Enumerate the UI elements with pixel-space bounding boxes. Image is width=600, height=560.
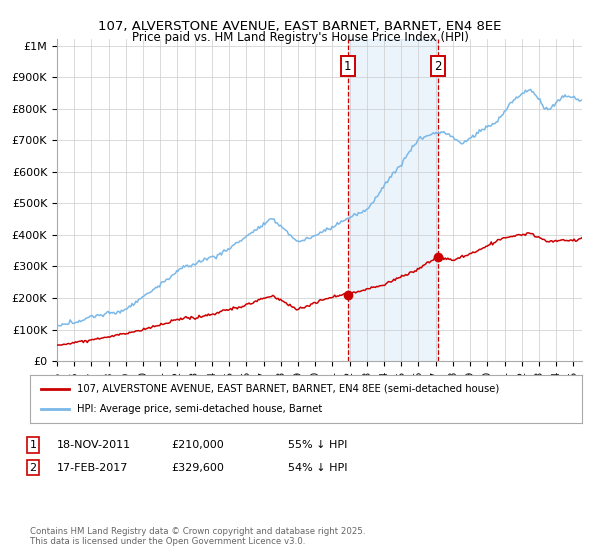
Text: 107, ALVERSTONE AVENUE, EAST BARNET, BARNET, EN4 8EE (semi-detached house): 107, ALVERSTONE AVENUE, EAST BARNET, BAR… — [77, 384, 499, 394]
Text: 1: 1 — [29, 440, 37, 450]
Text: £329,600: £329,600 — [171, 463, 224, 473]
Text: 54% ↓ HPI: 54% ↓ HPI — [288, 463, 347, 473]
Text: 107, ALVERSTONE AVENUE, EAST BARNET, BARNET, EN4 8EE: 107, ALVERSTONE AVENUE, EAST BARNET, BAR… — [98, 20, 502, 32]
Text: £210,000: £210,000 — [171, 440, 224, 450]
Text: HPI: Average price, semi-detached house, Barnet: HPI: Average price, semi-detached house,… — [77, 404, 322, 414]
Text: 2: 2 — [434, 59, 442, 73]
Text: Price paid vs. HM Land Registry's House Price Index (HPI): Price paid vs. HM Land Registry's House … — [131, 31, 469, 44]
Text: 2: 2 — [29, 463, 37, 473]
Text: 1: 1 — [344, 59, 352, 73]
Text: Contains HM Land Registry data © Crown copyright and database right 2025.
This d: Contains HM Land Registry data © Crown c… — [30, 526, 365, 546]
Text: 55% ↓ HPI: 55% ↓ HPI — [288, 440, 347, 450]
Text: 18-NOV-2011: 18-NOV-2011 — [57, 440, 131, 450]
Bar — [347, 39, 438, 361]
Text: 17-FEB-2017: 17-FEB-2017 — [57, 463, 128, 473]
